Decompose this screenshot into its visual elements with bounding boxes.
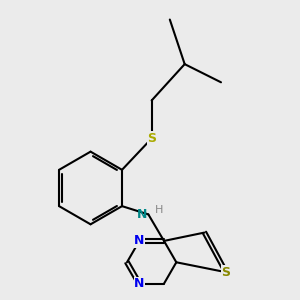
Text: N: N [136, 208, 147, 221]
Text: N: N [134, 234, 145, 248]
Text: S: S [221, 266, 230, 279]
Text: H: H [154, 205, 163, 215]
Text: N: N [134, 277, 145, 290]
Text: S: S [147, 132, 156, 145]
